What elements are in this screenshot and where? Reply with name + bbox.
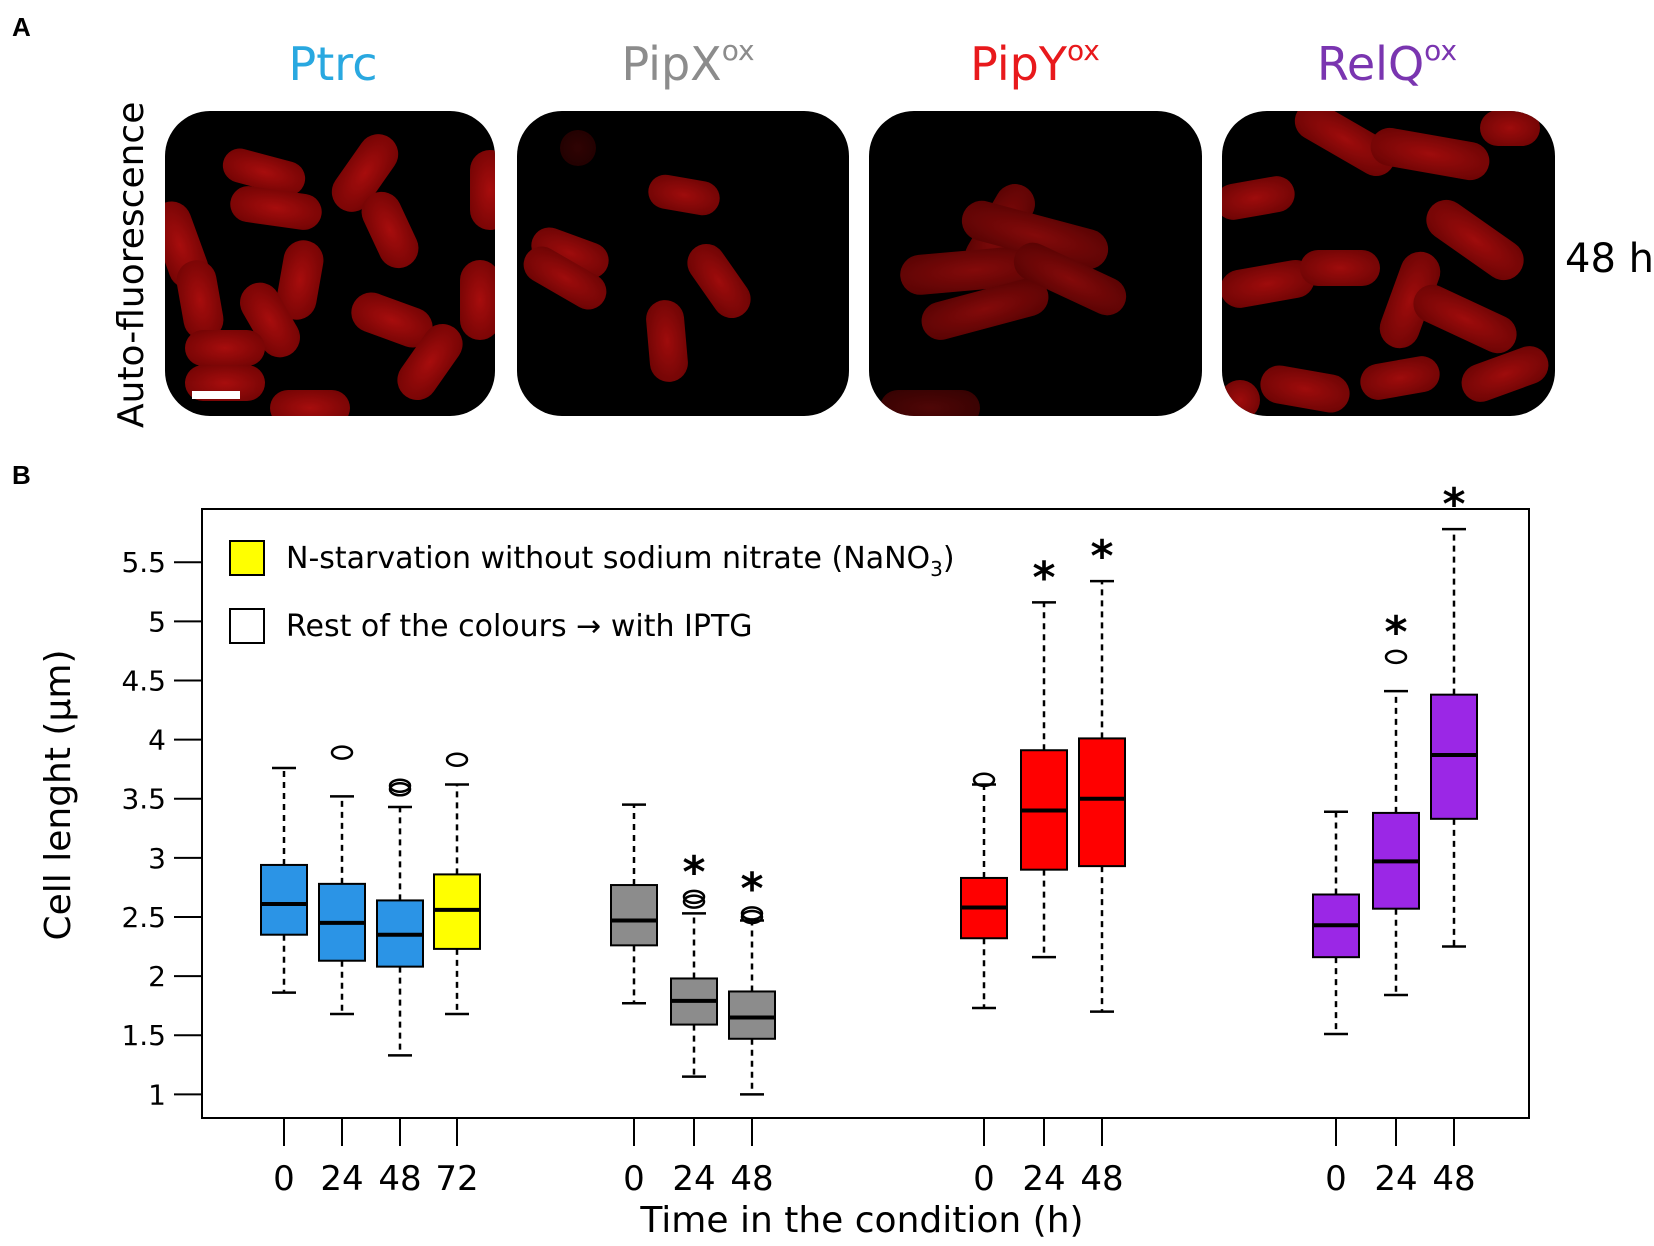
y-tick-label: 2: [148, 960, 166, 993]
significance-star: *: [740, 863, 763, 914]
y-tick-label: 4.5: [121, 664, 166, 697]
outlier-point: [388, 782, 412, 797]
box: [376, 778, 424, 1057]
box: *: [1372, 607, 1420, 997]
strain-name: Ptrc: [289, 37, 378, 91]
box: [960, 772, 1008, 1010]
boxplot-chart: 11.522.533.544.555.5 0 24 48 72 0 24 48 0 24 48 0 2…: [38, 479, 1530, 1241]
strain-name: PipY: [970, 37, 1068, 91]
strain-name: RelQ: [1317, 37, 1424, 91]
micrograph-pipx: [517, 111, 849, 416]
box-iqr: [260, 863, 308, 936]
x-tick-label: 48: [730, 1159, 773, 1199]
x-tick-label: 24: [320, 1159, 363, 1199]
box: *: [1020, 552, 1068, 959]
legend-swatch-yellow: [229, 540, 265, 576]
scale-bar: [192, 391, 240, 399]
significance-star: *: [1384, 607, 1407, 658]
y-axis-title: Cell lenght (µm): [38, 650, 79, 941]
y-tick-label: 5.5: [121, 546, 166, 579]
legend-item-iptg: Rest of the colours → with IPTG: [286, 609, 753, 644]
x-tick-label: 24: [1374, 1159, 1417, 1199]
x-tick-label: 24: [1022, 1159, 1065, 1199]
box: [318, 745, 366, 1016]
outlier-point: [388, 778, 412, 793]
box: *: [1430, 479, 1478, 948]
significance-star: *: [1442, 479, 1465, 530]
legend-item-n-starvation: N-starvation without sodium nitrate (NaN…: [286, 541, 955, 581]
outlier-point: [972, 772, 996, 788]
auto-fluorescence-label: Auto-fluorescence: [111, 102, 152, 428]
strain-label-pipy: PipYox: [970, 34, 1100, 91]
box-iqr: [610, 884, 658, 947]
x-axis: 0 24 48 72 0 24 48 0 24 48 0 24 48: [273, 1117, 1476, 1199]
x-axis-title: Time in the condition (h): [639, 1200, 1083, 1241]
box: [610, 803, 658, 1005]
significance-star: *: [1032, 552, 1055, 603]
strain-sup: ox: [1424, 34, 1457, 67]
x-tick-label: 0: [973, 1159, 995, 1199]
legend: N-starvation without sodium nitrate (NaN…: [229, 540, 955, 644]
outlier-point: [740, 906, 764, 921]
plot-frame: [201, 508, 1530, 1119]
micrograph-ptrc: [165, 111, 495, 416]
significance-star: *: [1090, 531, 1113, 582]
box: *: [728, 863, 776, 1096]
box: *: [1078, 531, 1126, 1013]
x-tick-label: 48: [1080, 1159, 1123, 1199]
strain-name: PipX: [621, 37, 721, 91]
micrograph-relq: [1222, 111, 1555, 416]
outlier-point: [330, 745, 354, 760]
strain-label-ptrc: Ptrc: [289, 37, 378, 91]
y-tick-label: 5: [148, 605, 166, 638]
outlier-point: [1384, 649, 1408, 665]
box: [1312, 810, 1360, 1036]
y-tick-label: 4: [148, 724, 166, 757]
y-axis: 1 1.5 2 2.5 3 3.5 4 4.5 5 5.5: [121, 546, 202, 1111]
box-iqr: [728, 990, 776, 1040]
micrograph-pipy: [869, 111, 1202, 416]
x-tick-label: 0: [1325, 1159, 1347, 1199]
y-tick-label: 1: [148, 1078, 166, 1111]
boxes: * * * * * *: [260, 479, 1478, 1096]
x-tick-label: 24: [672, 1159, 715, 1199]
x-tick-label: 0: [623, 1159, 645, 1199]
x-tick-label: 48: [1432, 1159, 1475, 1199]
box: [433, 752, 481, 1016]
strain-label-relq: RelQox: [1317, 34, 1457, 91]
box: *: [670, 847, 718, 1078]
x-tick-label: 72: [435, 1159, 478, 1199]
y-tick-label: 2.5: [121, 901, 166, 934]
strain-label-pipx: PipXox: [621, 34, 754, 91]
panel-a-letter: A: [12, 12, 31, 42]
box: [260, 766, 308, 994]
x-tick-label: 0: [273, 1159, 295, 1199]
legend-swatch-white: [229, 608, 265, 644]
time-label-48h: 48 h: [1565, 236, 1654, 282]
outlier-point: [682, 894, 706, 909]
significance-star: *: [682, 847, 705, 898]
y-tick-label: 3.5: [121, 783, 166, 816]
outlier-point: [740, 909, 764, 925]
strain-sup: ox: [1067, 34, 1100, 67]
y-tick-label: 1.5: [121, 1019, 166, 1052]
x-tick-label: 48: [378, 1159, 421, 1199]
panel-b-letter: B: [12, 460, 31, 490]
y-tick-label: 3: [148, 842, 166, 875]
box-iqr: [1078, 737, 1126, 868]
outlier-point: [445, 752, 469, 767]
outlier-point: [682, 889, 706, 905]
strain-sup: ox: [722, 34, 755, 67]
